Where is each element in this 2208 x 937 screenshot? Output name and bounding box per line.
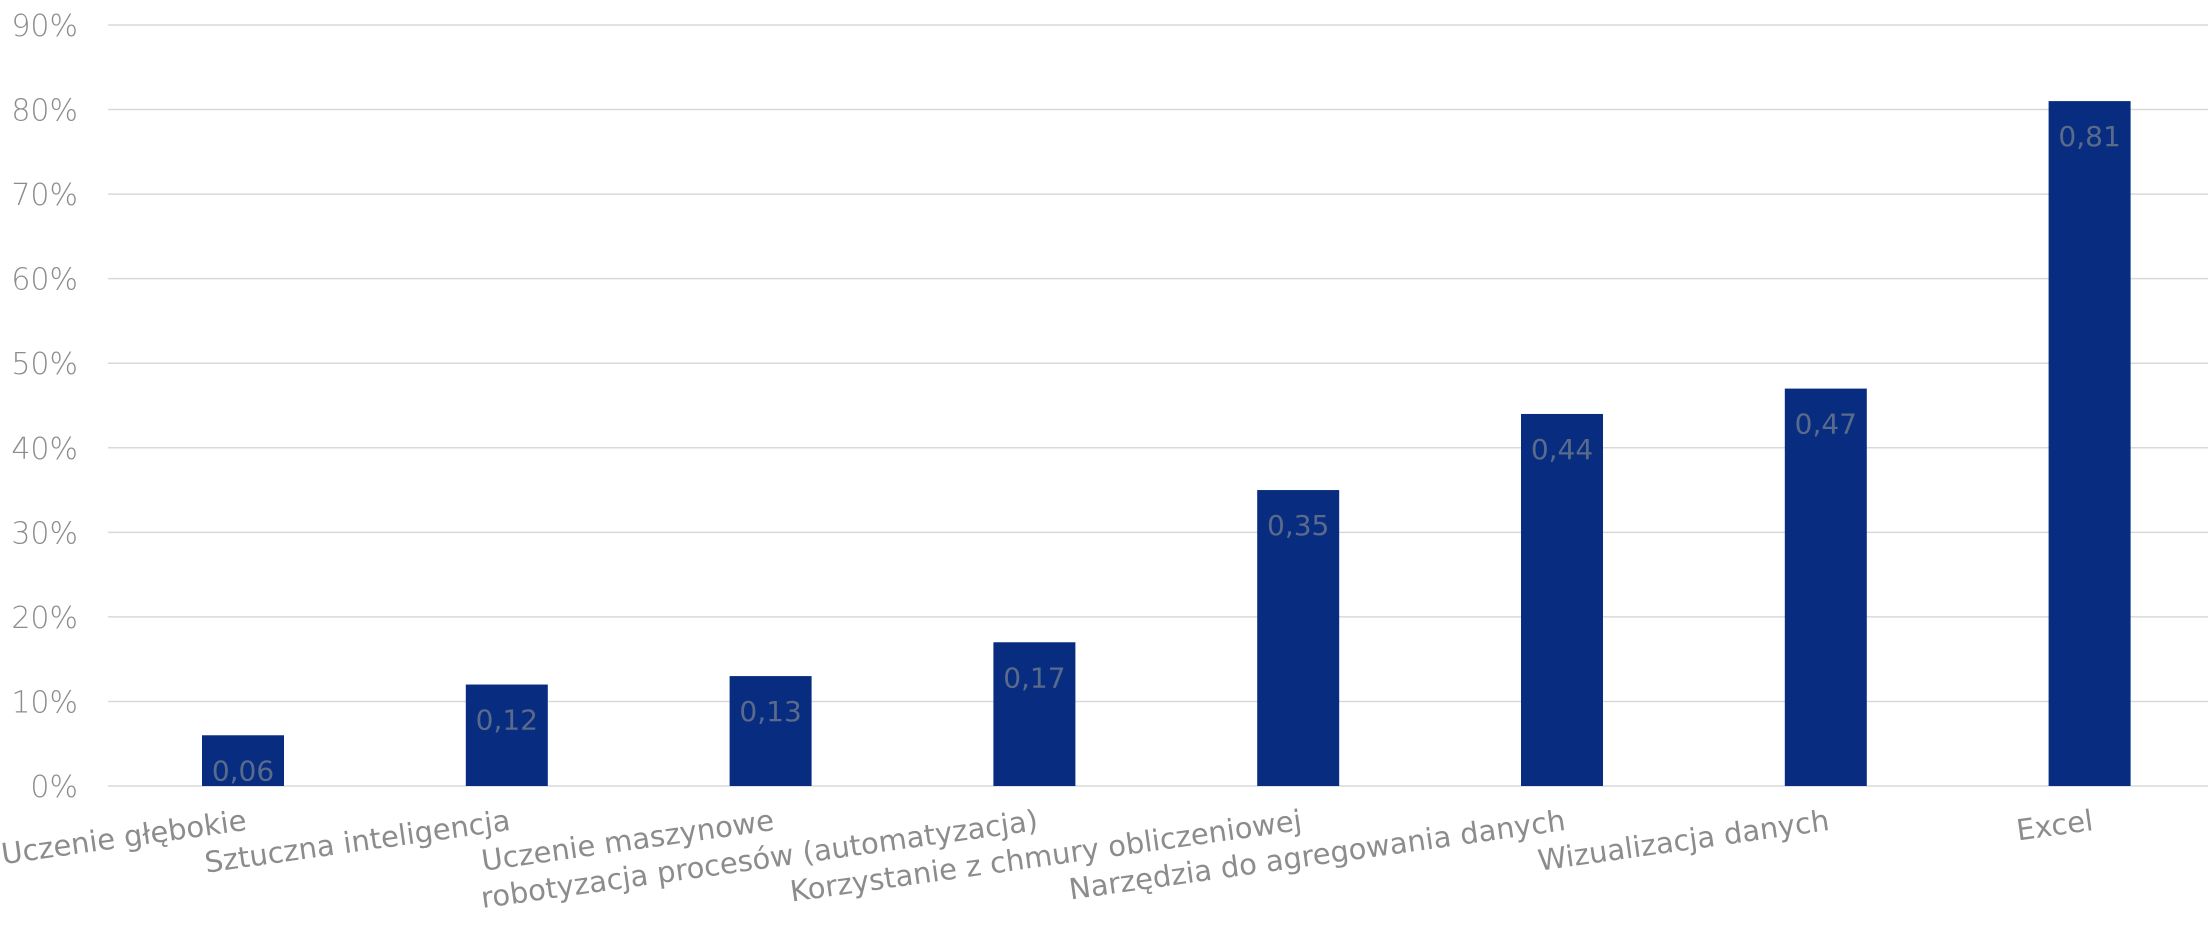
y-tick-label: 70%: [11, 178, 78, 213]
y-tick-label: 40%: [11, 432, 78, 467]
y-tick-label: 0%: [30, 770, 78, 805]
y-tick-label: 50%: [11, 347, 78, 382]
y-tick-label: 30%: [11, 516, 78, 551]
gridlines: [108, 24, 2208, 787]
x-category-label: Excel: [2014, 803, 2095, 847]
x-category-label: Sztuczna inteligencja: [202, 803, 512, 880]
bar: [1784, 388, 1867, 786]
data-label: 0,13: [739, 695, 801, 728]
data-label: 0,35: [1267, 509, 1329, 542]
bars: [202, 101, 2131, 787]
bar: [465, 684, 548, 786]
y-axis-tick-labels: 0% 10% 20% 30% 40% 50% 60% 70% 80% 90%: [11, 9, 78, 805]
data-label: 0,06: [212, 754, 274, 787]
bar: [993, 642, 1076, 786]
y-tick-label: 80%: [11, 94, 78, 129]
data-label: 0,17: [1003, 661, 1065, 694]
y-tick-label: 10%: [11, 685, 78, 720]
data-label: 0,44: [1531, 433, 1593, 466]
y-tick-label: 20%: [11, 601, 78, 636]
bar: [2048, 101, 2131, 787]
data-label: 0,12: [476, 704, 538, 737]
y-tick-label: 90%: [11, 9, 78, 44]
data-label: 0,81: [2058, 120, 2120, 153]
data-labels: 0,06 0,12 0,13 0,17 0,35 0,44 0,47 0,81: [212, 120, 2121, 787]
x-category-label: Wizualizacja danych: [1536, 803, 1831, 878]
bar: [1257, 490, 1340, 786]
y-tick-label: 60%: [11, 263, 78, 298]
bar: [729, 676, 812, 786]
data-label: 0,47: [1795, 408, 1857, 441]
bar: [1521, 413, 1603, 786]
bar: [202, 735, 284, 786]
